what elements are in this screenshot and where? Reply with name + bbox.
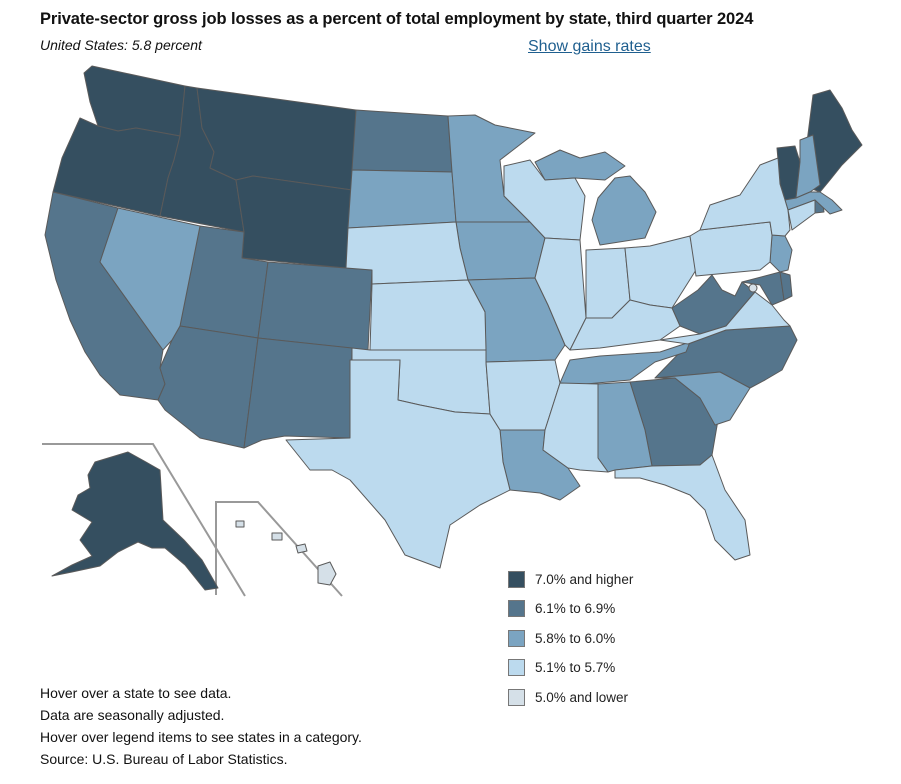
state-south-carolina[interactable] <box>654 371 751 426</box>
legend-item-5-1-to-5-7[interactable]: 5.1% to 5.7% <box>508 658 633 678</box>
legend: 7.0% and higher 6.1% to 6.9% 5.8% to 6.0… <box>508 569 633 717</box>
state-south-dakota[interactable] <box>347 169 457 229</box>
state-new-mexico[interactable] <box>243 337 353 449</box>
state-minnesota[interactable] <box>447 114 536 223</box>
legend-label: 5.8% to 6.0% <box>535 630 616 646</box>
district-of-columbia[interactable] <box>748 283 758 293</box>
legend-label: 6.1% to 6.9% <box>535 601 616 616</box>
note-source: Source: U.S. Bureau of Labor Statistics. <box>40 751 288 767</box>
state-alaska[interactable] <box>51 451 219 591</box>
alaska-inset-frame <box>42 443 246 597</box>
state-new-york[interactable] <box>699 157 791 237</box>
us-state-map <box>42 65 863 597</box>
state-michigan[interactable] <box>591 175 657 246</box>
state-arizona[interactable] <box>157 325 259 449</box>
state-florida[interactable] <box>614 454 751 561</box>
legend-label: 5.1% to 5.7% <box>535 660 616 675</box>
legend-item-5-8-to-6-0[interactable]: 5.8% to 6.0% <box>508 628 633 648</box>
legend-label: 7.0% and higher <box>535 571 634 587</box>
state-wisconsin[interactable] <box>503 159 586 241</box>
legend-swatch-dark <box>508 570 525 588</box>
state-connecticut[interactable] <box>787 199 816 231</box>
show-gains-rates-link[interactable]: Show gains rates <box>528 38 651 55</box>
state-washington[interactable] <box>83 65 186 137</box>
state-colorado[interactable] <box>257 261 373 351</box>
legend-swatch-lowest <box>508 688 525 706</box>
state-wyoming[interactable] <box>235 175 353 269</box>
legend-swatch-medium-dark <box>508 600 525 617</box>
chart-title: Private-sector gross job losses as a per… <box>40 10 754 28</box>
legend-label: 5.0% and lower <box>535 689 629 705</box>
state-hawaii[interactable] <box>235 520 337 586</box>
state-virginia[interactable] <box>659 291 791 345</box>
state-delaware[interactable] <box>779 271 793 301</box>
legend-item-5-0-and-lower[interactable]: 5.0% and lower <box>508 687 633 707</box>
legend-item-6-1-to-6-9[interactable]: 6.1% to 6.9% <box>508 599 633 619</box>
state-north-dakota[interactable] <box>351 109 453 173</box>
us-rate-subtitle: United States: 5.8 percent <box>40 37 202 53</box>
legend-swatch-medium <box>508 629 525 647</box>
state-michigan-up[interactable] <box>534 149 626 181</box>
footnotes: Hover over a state to see data. Data are… <box>40 682 362 770</box>
state-iowa[interactable] <box>455 221 546 281</box>
legend-item-7-0-and-higher[interactable]: 7.0% and higher <box>508 569 633 589</box>
note-hover-legend: Hover over legend items to see states in… <box>40 729 362 745</box>
note-seasonally-adjusted: Data are seasonally adjusted. <box>40 707 225 723</box>
state-maryland[interactable] <box>741 271 785 306</box>
state-illinois[interactable] <box>534 237 587 351</box>
legend-swatch-light <box>508 659 525 676</box>
state-kansas[interactable] <box>369 279 487 351</box>
state-kentucky[interactable] <box>569 299 681 351</box>
state-new-jersey[interactable] <box>769 234 793 273</box>
state-nevada[interactable] <box>99 207 201 351</box>
state-mississippi[interactable] <box>542 382 609 473</box>
state-ohio[interactable] <box>624 235 697 309</box>
note-hover-state: Hover over a state to see data. <box>40 685 232 701</box>
state-texas[interactable] <box>285 359 511 569</box>
